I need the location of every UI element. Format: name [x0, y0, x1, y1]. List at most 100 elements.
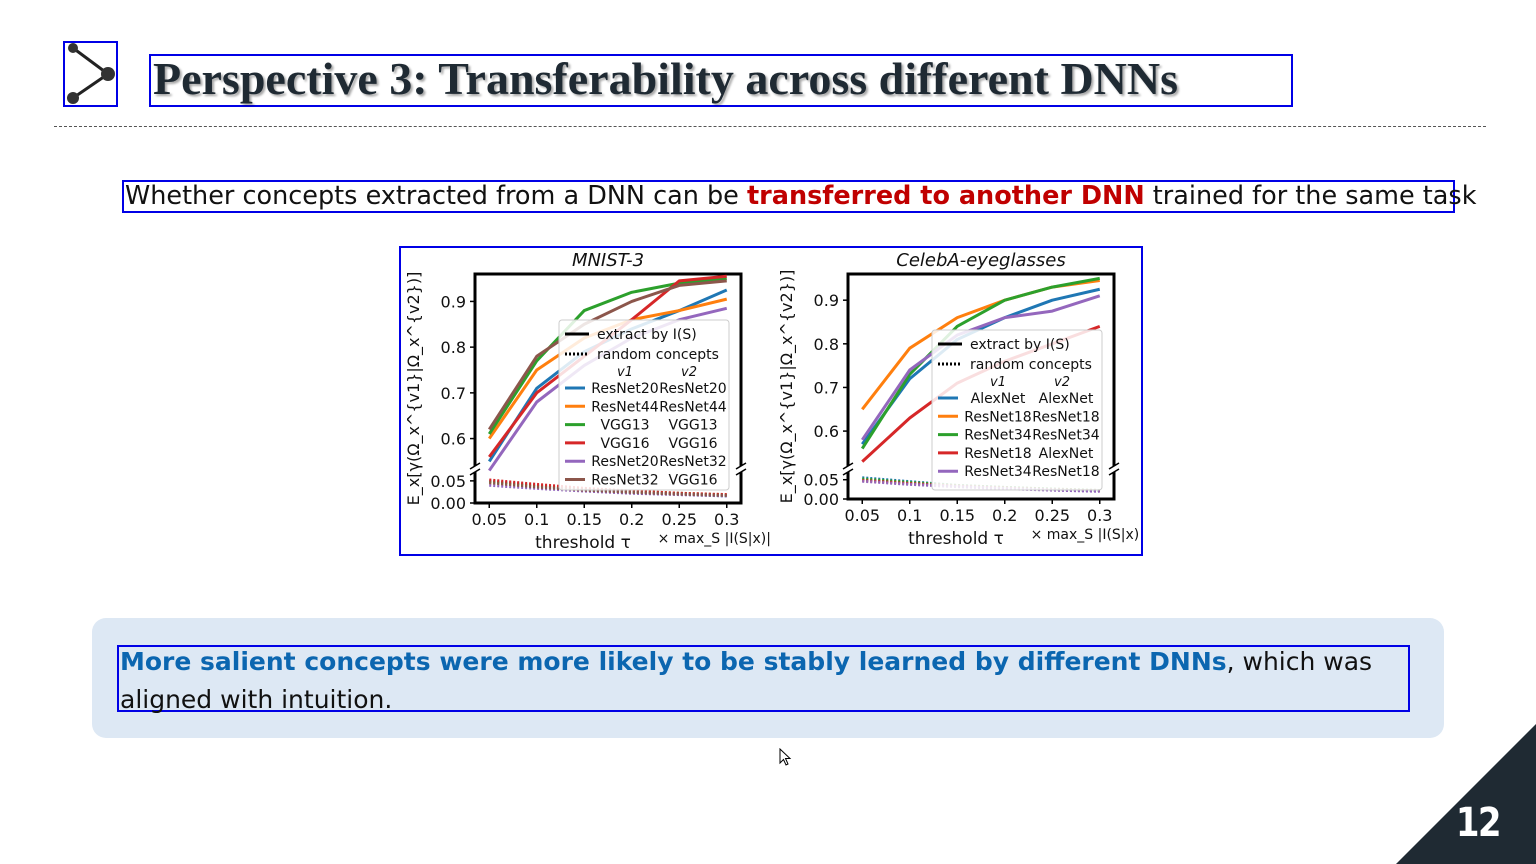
x-tick-label: 0.2: [992, 506, 1017, 525]
x-tick-label: 0.25: [1034, 506, 1070, 525]
y-tick-label: 0.05: [430, 472, 466, 491]
callout-frame: [117, 645, 1410, 712]
axis-break-mark: [735, 462, 747, 470]
subtitle-text-post: trained for the same task: [1144, 181, 1477, 211]
x-tick-label: 0.15: [939, 506, 975, 525]
legend-entry: ResNet34: [1032, 428, 1099, 444]
legend-box: [931, 329, 1103, 491]
subtitle-frame: [122, 180, 1455, 213]
legend-entry: random concepts: [597, 347, 719, 363]
series-line: [487, 277, 727, 435]
logo-frame: [63, 41, 118, 107]
x-tick-label: 0.1: [524, 510, 549, 529]
y-tick-label: 0.6: [814, 422, 839, 441]
chart-title: MNIST-3: [572, 250, 644, 271]
legend-entry: VGG16: [668, 473, 717, 489]
x-axis-label: threshold τ: [535, 533, 631, 553]
y-tick-label: 0.05: [803, 471, 839, 490]
series-line: [487, 279, 727, 431]
y-tick-label: 0.8: [441, 338, 466, 357]
x-tick-label: 0.3: [1087, 506, 1112, 525]
callout-text: More salient concepts were more likely t…: [120, 643, 1410, 719]
y-tick-label: 0.6: [441, 430, 466, 449]
legend-header: v2: [681, 365, 697, 380]
legend-entry: ResNet18: [964, 446, 1031, 462]
subtitle: Whether concepts extracted from a DNN ca…: [125, 180, 1476, 212]
plot-frame: [473, 272, 743, 505]
legend-entry: ResNet18: [964, 409, 1031, 425]
axis-break-mark: [1108, 468, 1120, 476]
axis-break-mark: [735, 468, 747, 476]
y-tick-label: 0.00: [430, 494, 466, 513]
title-divider: [54, 126, 1486, 127]
legend-entry: ResNet18: [1032, 464, 1099, 480]
x-tick-label: 0.05: [844, 506, 880, 525]
legend-entry: ResNet34: [964, 428, 1031, 444]
subtitle-highlight: transferred to another DNN: [746, 181, 1145, 211]
legend-entry: ResNet44: [659, 399, 726, 415]
legend-entry: VGG13: [668, 418, 717, 434]
x-axis-label: threshold τ: [908, 529, 1004, 549]
legend-box: [558, 319, 730, 491]
legend-entry: ResNet20: [591, 454, 658, 470]
conclusion-callout: [92, 618, 1444, 738]
y-tick-label: 0.00: [803, 490, 839, 509]
legend-entry: ResNet20: [659, 381, 726, 397]
legend-entry: VGG13: [600, 418, 649, 434]
series-line: [860, 276, 1101, 450]
legend-header: v1: [990, 375, 1006, 390]
axis-break-mark: [469, 462, 481, 470]
legend-header: v2: [1054, 375, 1070, 390]
mouse-cursor-icon: [779, 748, 792, 766]
chart-title: CelebA-eyeglasses: [896, 250, 1065, 271]
plot-frame: [846, 272, 1116, 501]
axis-break-gap: [844, 466, 852, 472]
y-tick-label: 0.7: [814, 378, 839, 397]
x-tick-label: 0.2: [619, 510, 644, 529]
x-tick-label: 0.15: [566, 510, 602, 529]
legend-entry: AlexNet: [971, 391, 1026, 407]
x-axis-suffix: × max_S |I(S|x)|: [658, 531, 771, 547]
callout-highlight: More salient concepts were more likely t…: [120, 647, 1227, 676]
y-tick-label: 0.7: [441, 384, 466, 403]
subtitle-text-pre: Whether concepts extracted from a DNN ca…: [125, 181, 747, 211]
series-line: [861, 287, 1101, 446]
legend-entry: ResNet32: [591, 473, 658, 489]
y-tick-label: 0.9: [441, 292, 466, 311]
axis-break-gap: [1110, 466, 1118, 472]
legend-entry: ResNet34: [964, 464, 1031, 480]
legend-entry: extract by I(S): [970, 337, 1070, 353]
x-tick-label: 0.25: [661, 510, 697, 529]
axis-break-mark: [842, 462, 854, 470]
page-corner: [1396, 724, 1536, 864]
axis-break-mark: [1108, 462, 1120, 470]
y-tick-label: 0.9: [814, 291, 839, 310]
callout-rest: , which was aligned with intuition.: [120, 647, 1373, 714]
axis-break-mark: [469, 468, 481, 476]
legend-entry: ResNet32: [659, 454, 726, 470]
share-logo-icon: [67, 43, 115, 104]
figure-frame: [399, 246, 1143, 556]
legend-entry: VGG16: [668, 436, 717, 452]
legend-entry: AlexNet: [1039, 446, 1094, 462]
legend-entry: AlexNet: [1039, 391, 1094, 407]
axis-break-mark: [842, 468, 854, 476]
legend-entry: ResNet20: [591, 381, 658, 397]
x-tick-label: 0.1: [897, 506, 922, 525]
legend-header: v1: [617, 365, 633, 380]
axis-break-gap: [471, 466, 479, 472]
title-frame: [149, 54, 1293, 107]
x-tick-label: 0.3: [714, 510, 739, 529]
page-title: Perspective 3: Transferability across di…: [153, 53, 1179, 104]
legend-entry: extract by I(S): [597, 327, 697, 343]
legend-entry: ResNet44: [591, 399, 658, 415]
axis-break-gap: [737, 466, 745, 472]
legend-entry: VGG16: [600, 436, 649, 452]
x-tick-label: 0.05: [471, 510, 507, 529]
y-axis-label: E_x[γ(Ω_x^{v1}|Ω_x^{v2})]: [404, 272, 424, 506]
legend-entry: random concepts: [970, 357, 1092, 373]
figure: MNIST-30.60.70.80.90.000.050.05 0.1 0.15 0.…: [404, 250, 1143, 553]
y-axis-label: E_x[γ(Ω_x^{v1}|Ω_x^{v2})]: [777, 270, 797, 504]
page-number: 12: [1456, 800, 1502, 846]
series-line: [861, 294, 1101, 441]
